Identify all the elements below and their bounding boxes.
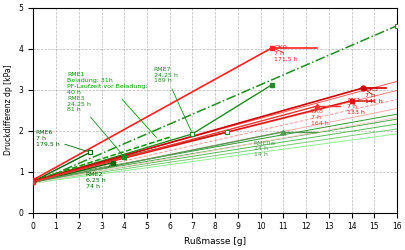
- Text: DK2
7 h
133 h: DK2 7 h 133 h: [346, 98, 364, 115]
- Text: DK9
7 h
171,5 h: DK9 7 h 171,5 h: [274, 45, 297, 62]
- Text: RME6
7 h
179,5 h: RME6 7 h 179,5 h: [36, 130, 87, 152]
- Text: RME0w
24 h
14 h: RME0w 24 h 14 h: [253, 134, 281, 157]
- Text: DK3
7 h
141 h: DK3 7 h 141 h: [364, 87, 382, 104]
- Text: RME2
6,25 h
74 h: RME2 6,25 h 74 h: [85, 164, 111, 189]
- Text: RME3
24,25 h
81 h: RME3 24,25 h 81 h: [67, 96, 122, 155]
- Text: RME7
24,25 h
189 h: RME7 24,25 h 189 h: [153, 67, 191, 131]
- Text: RME1
Beladung: 31h
PF-Laufzeit vor Beladung:
40 h: RME1 Beladung: 31h PF-Laufzeit vor Belad…: [67, 72, 156, 138]
- Text: DK8
7 h
164 h: DK8 7 h 164 h: [310, 106, 328, 126]
- Y-axis label: Druckdifferenz dp [kPa]: Druckdifferenz dp [kPa]: [4, 65, 13, 156]
- X-axis label: Rußmasse [g]: Rußmasse [g]: [183, 237, 245, 246]
